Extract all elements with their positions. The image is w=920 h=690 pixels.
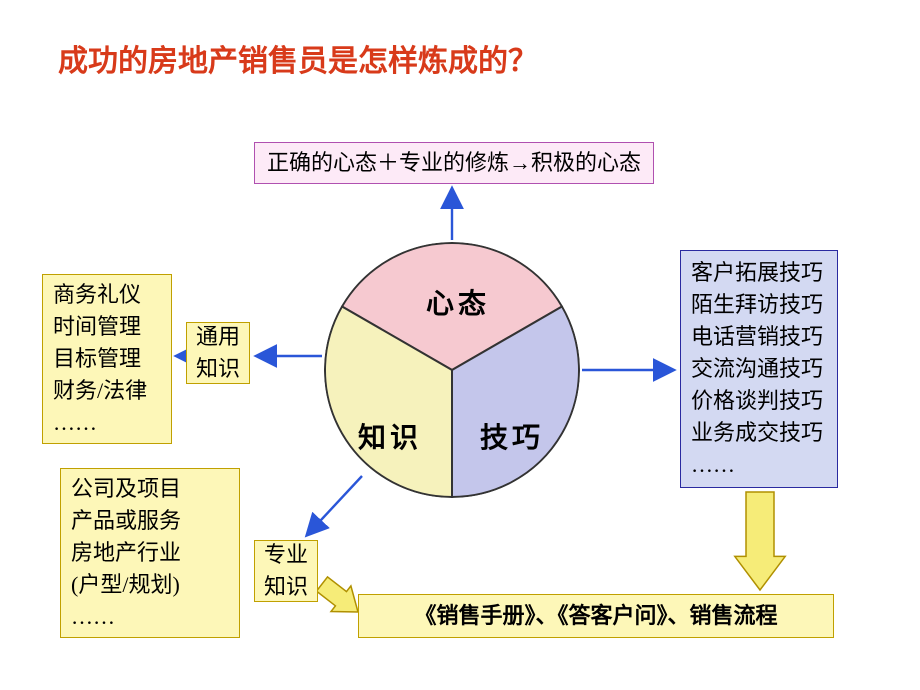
box-left_list2-line-3: (户型/规划) [71, 569, 180, 601]
box-left_list2-line-0: 公司及项目 [71, 473, 181, 505]
box-bottom_bar: 《销售手册》、《答客户问》、销售流程 [358, 594, 834, 638]
box-general_knowledge-line-1: 知识 [196, 353, 240, 385]
box-left_list-line-0: 商务礼仪 [53, 279, 141, 311]
box-pro_knowledge: 专业知识 [254, 540, 318, 602]
box-general_knowledge: 通用知识 [186, 322, 250, 384]
box-left_list-line-4: …… [53, 407, 97, 439]
box-right_list-line-0: 客户拓展技巧 [691, 257, 823, 289]
pie-label-技巧: 技巧 [480, 416, 544, 456]
box-right_list-line-2: 电话营销技巧 [691, 321, 823, 353]
box-pro_knowledge-line-1: 知识 [264, 571, 308, 603]
pie-chart [324, 242, 580, 498]
box-left_list2-line-1: 产品或服务 [71, 505, 181, 537]
box-right_list-line-4: 价格谈判技巧 [691, 385, 823, 417]
box-bottom_bar-line-0: 《销售手册》、《答客户问》、销售流程 [414, 600, 777, 632]
pie-label-心态: 心态 [426, 282, 490, 322]
arrow-pie-to-pro [308, 476, 362, 534]
box-left_list-line-1: 时间管理 [53, 311, 141, 343]
box-left_list: 商务礼仪时间管理目标管理财务/法律…… [42, 274, 172, 444]
box-top: 正确的心态＋专业的修炼→积极的心态 [254, 142, 654, 184]
box-left_list-line-3: 财务/法律 [53, 375, 147, 407]
box-left_list2-line-4: …… [71, 601, 115, 633]
box-left_list2: 公司及项目产品或服务房地产行业(户型/规划)…… [60, 468, 240, 638]
pie-svg [324, 242, 580, 498]
box-left_list2-line-2: 房地产行业 [71, 537, 181, 569]
box-general_knowledge-line-0: 通用 [196, 321, 240, 353]
box-top-line-0: 正确的心态＋专业的修炼→积极的心态 [267, 147, 641, 179]
box-right_list-line-1: 陌生拜访技巧 [691, 289, 823, 321]
pie-label-知识: 知识 [358, 416, 422, 456]
box-right_list-line-5: 业务成交技巧 [691, 417, 823, 449]
box-right_list: 客户拓展技巧陌生拜访技巧电话营销技巧交流沟通技巧价格谈判技巧业务成交技巧…… [680, 250, 838, 488]
page-title: 成功的房地产销售员是怎样炼成的？ [58, 36, 538, 80]
box-left_list-line-2: 目标管理 [53, 343, 141, 375]
box-right_list-line-6: …… [691, 449, 735, 481]
box-right_list-line-3: 交流沟通技巧 [691, 353, 823, 385]
block-arrow-pro-to-bottom [316, 577, 358, 612]
block-arrow-right-to-bottom [735, 492, 785, 590]
box-pro_knowledge-line-0: 专业 [264, 539, 308, 571]
